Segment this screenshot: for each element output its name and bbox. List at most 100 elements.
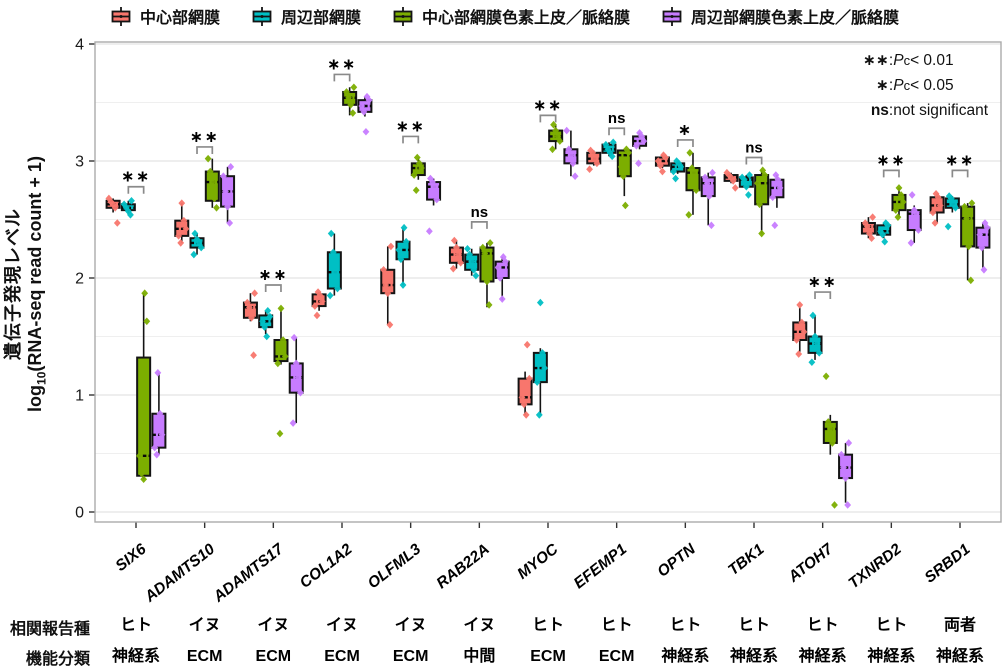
data-point: [793, 336, 801, 344]
species-value: イヌ: [395, 617, 427, 634]
data-point: [936, 201, 944, 210]
sig-sub: c: [903, 78, 911, 93]
sig-symbol: ns: [870, 102, 889, 119]
data-point: [227, 163, 235, 171]
panel-border: [94, 41, 1002, 523]
data-point: [549, 145, 556, 154]
data-point: [362, 127, 370, 136]
boxplot-ADAMTS17-s3: [288, 333, 304, 427]
boxplot-MYOC-s3: [563, 126, 579, 181]
data-point: [895, 184, 903, 192]
data-point: [274, 359, 282, 368]
sig-threshold: < 0.01: [910, 52, 954, 69]
function-value: 神経系: [799, 646, 847, 665]
data-point: [811, 332, 819, 341]
data-point: [829, 439, 836, 447]
data-point: [796, 301, 804, 309]
data-point: [609, 138, 617, 147]
boxplot-ADAMTS10-s3: [219, 163, 236, 227]
data-point: [965, 242, 973, 251]
boxplot-ADAMTS10-s1: [189, 229, 205, 259]
species-value: イヌ: [463, 617, 495, 634]
legend-item-central-retina: 中心部網膜: [109, 4, 220, 28]
data-point: [944, 222, 952, 231]
data-point: [563, 126, 571, 135]
data-point: [387, 242, 395, 251]
data-point: [127, 211, 134, 219]
data-point: [756, 200, 763, 209]
data-point: [868, 234, 875, 243]
data-point: [703, 179, 711, 188]
data-point: [289, 419, 297, 427]
boxplot-ADAMTS17-s0: [242, 289, 259, 360]
data-point: [485, 301, 493, 309]
sig-bracket: [814, 291, 832, 300]
data-point: [453, 243, 460, 252]
data-point: [279, 336, 287, 344]
function-value: ECM: [187, 648, 223, 665]
sig-colon: :: [888, 77, 894, 94]
data-point: [400, 223, 408, 232]
box: [204, 170, 220, 202]
data-point: [363, 92, 371, 101]
data-point: [345, 94, 352, 102]
boxplot-ATOH7-s3: [837, 439, 854, 509]
data-point: [754, 179, 761, 188]
function-value: ECM: [324, 648, 360, 665]
data-point: [686, 149, 694, 157]
data-point: [771, 221, 779, 230]
data-point: [153, 450, 161, 459]
data-point: [457, 258, 465, 267]
data-point: [479, 243, 487, 252]
data-point: [449, 264, 457, 273]
data-point: [800, 328, 808, 336]
data-point: [224, 202, 231, 211]
data-point: [470, 266, 478, 274]
data-point: [433, 195, 441, 204]
data-point: [915, 226, 922, 234]
data-point: [455, 250, 462, 259]
data-point: [625, 149, 632, 157]
gene-label: ATOH7: [785, 540, 838, 586]
function-value: ECM: [599, 648, 635, 665]
gene-label: OPTN: [654, 540, 699, 580]
data-point: [191, 229, 199, 238]
data-point: [980, 266, 988, 274]
data-point: [723, 168, 731, 177]
data-point: [837, 450, 845, 459]
sig-label: ∗∗: [396, 118, 426, 135]
data-point: [382, 281, 390, 289]
data-point: [774, 175, 782, 184]
data-point: [431, 182, 439, 191]
data-point: [264, 306, 272, 315]
y-tick-label: 4: [75, 37, 84, 54]
data-point: [709, 168, 716, 177]
data-point: [518, 393, 526, 402]
data-point: [983, 223, 991, 232]
function-value: 神経系: [730, 646, 778, 665]
gene-group-ADAMTS17: ∗∗ ADAMTS17 イヌ ECM: [210, 267, 304, 665]
boxplot-ATOH7-s0: [792, 301, 808, 358]
boxplot-TBK1-s1: [738, 171, 754, 199]
sig-label: ∗: [678, 122, 693, 139]
data-point: [845, 439, 853, 447]
sig-p: P: [893, 77, 904, 94]
sig-colon: :: [888, 102, 894, 119]
boxplot-SIX6-s2: [136, 289, 152, 484]
boxplot-TXNRD2-s3: [906, 191, 922, 247]
data-point: [141, 289, 149, 298]
data-point: [759, 166, 767, 175]
boxplot-SRBD1-s2: [960, 199, 976, 285]
sig-bracket: [127, 185, 145, 194]
sig-bracket: [951, 169, 969, 178]
legend-label: 周辺部網膜色素上皮／脈絡膜: [691, 10, 900, 27]
function-value: 神経系: [867, 646, 915, 665]
data-point: [688, 164, 696, 172]
data-point: [175, 232, 183, 240]
data-point: [498, 295, 506, 303]
data-point: [672, 174, 679, 183]
function-value: 神経系: [661, 646, 709, 665]
